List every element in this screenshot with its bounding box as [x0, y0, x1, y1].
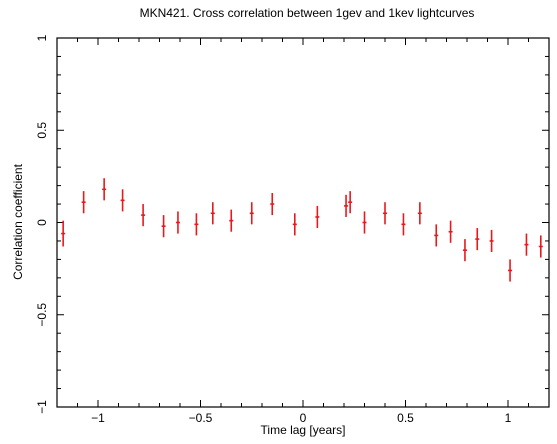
data-point [141, 204, 146, 227]
data-point [249, 202, 254, 225]
data-point [344, 194, 349, 217]
data-point [194, 213, 199, 236]
y-tick-label: −1 [35, 400, 49, 414]
y-tick-label: 1 [35, 34, 49, 41]
chart-title: MKN421. Cross correlation between 1gev a… [140, 6, 475, 20]
data-point [161, 215, 166, 238]
data-point [362, 211, 367, 234]
data-point [462, 239, 467, 262]
data-point [210, 202, 215, 225]
data-point [524, 233, 529, 256]
data-point [348, 191, 353, 214]
data-point [61, 220, 66, 247]
data-point [81, 191, 86, 214]
data-point [434, 224, 439, 247]
data-point [102, 178, 107, 201]
x-tick-label: −1 [91, 411, 105, 425]
x-tick-label: 0 [300, 411, 307, 425]
data-point [229, 209, 234, 232]
x-tick-label: 0.5 [397, 411, 414, 425]
data-point [401, 213, 406, 236]
x-axis-label: Time lag [years] [261, 423, 346, 437]
data-point [292, 213, 297, 236]
data-point [417, 202, 422, 225]
y-axis-label: Correlation coefficient [11, 163, 25, 280]
data-point [270, 192, 275, 216]
data-point [508, 259, 513, 282]
data-point [120, 189, 125, 212]
x-tick-label: −0.5 [189, 411, 213, 425]
y-tick-label: −0.5 [35, 303, 49, 327]
data-point [175, 211, 180, 234]
x-axis: −1 −0.5 0 0.5 1 [77, 38, 529, 425]
data-points [61, 178, 543, 282]
data-point [448, 220, 453, 243]
plot-frame [56, 37, 550, 408]
x-tick-label: 1 [505, 411, 512, 425]
y-tick-label: 0.5 [35, 122, 49, 139]
data-point [489, 229, 494, 253]
data-point [475, 228, 480, 251]
y-axis: −1 −0.5 0 0.5 1 [35, 34, 549, 414]
data-point [315, 205, 320, 229]
y-tick-label: 0 [35, 219, 49, 226]
data-point [383, 202, 387, 225]
data-point [538, 235, 543, 258]
